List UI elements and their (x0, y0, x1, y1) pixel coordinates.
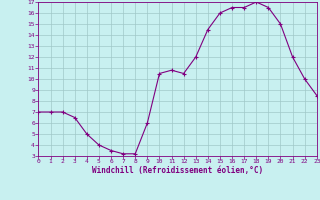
X-axis label: Windchill (Refroidissement éolien,°C): Windchill (Refroidissement éolien,°C) (92, 166, 263, 175)
